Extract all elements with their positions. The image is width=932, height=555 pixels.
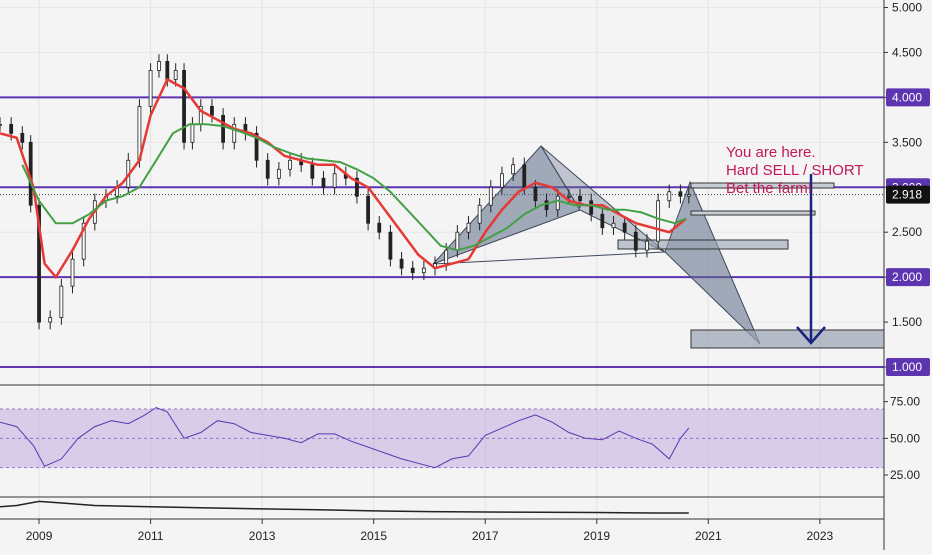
resistance-box [690,182,835,189]
x-tick-label-0: 2009 [26,529,53,543]
candle-body-52 [555,195,560,211]
candle-body-45 [477,204,482,224]
candle-body-51 [544,200,549,211]
candle-body-4 [37,204,41,323]
candle-body-56 [600,213,605,229]
candle-body-19 [190,123,195,143]
price-tick-label-8: 1.000 [892,360,922,374]
candle-body-61 [656,200,661,242]
candle-body-22 [221,114,225,143]
short-arrow-head [796,326,826,345]
candle-body-21 [210,105,214,116]
candle-body-27 [276,168,281,179]
candle-body-5 [48,317,53,323]
rsi-tick-label-1: 50.00 [890,431,920,445]
rsi-tick-label-2: 25.00 [890,468,920,482]
candle-body-47 [500,173,504,188]
candle-body-23 [232,123,237,143]
candle-body-50 [533,186,538,202]
candle-body-43 [455,231,460,251]
candle-body-16 [165,61,170,80]
x-tick-label-6: 2021 [695,529,722,543]
price-tick-label-5: 2.500 [892,225,922,239]
rsi-line [0,406,690,469]
candle-body-17 [173,70,178,80]
candle-body-34 [355,177,359,197]
candle-body-54 [578,195,582,202]
candle-body-18 [182,70,186,143]
x-tick-label-5: 2019 [583,529,610,543]
annotation-line-2: Hard SELL / SHORT [726,162,864,179]
series-line-2 [21,123,687,252]
candle-body-60 [645,240,649,251]
candle-body-25 [254,132,259,161]
pattern-base-line [432,251,666,265]
candle-body-6 [59,285,64,318]
candle-body-64 [686,194,691,197]
candle-body-58 [622,222,627,233]
candle-body-42 [444,249,449,265]
rsi-band [0,409,884,468]
series-line-1 [0,77,687,280]
candle-body-2 [20,132,25,143]
candle-body-8 [81,222,86,260]
candle-body-40 [421,267,426,274]
candle-body-44 [466,222,471,233]
candle-body-7 [70,258,75,287]
price-tick-label-7: 1.500 [892,315,922,329]
candle-body-63 [678,191,683,197]
candle-body-28 [288,159,292,170]
candle-body-48 [511,164,516,175]
lower-indicator-line [0,500,689,514]
candle-body-35 [366,195,371,224]
candle-body-1 [9,123,14,134]
candle-body-53 [566,195,571,198]
candle-body-37 [388,231,393,260]
target-zone-box [690,329,885,349]
candle-body-39 [410,267,415,274]
last-price-label: 2.918 [892,188,922,202]
x-tick-label-3: 2015 [360,529,387,543]
candle-body-46 [488,186,493,206]
price-tick-label-2: 4.000 [892,90,922,104]
candle-body-57 [611,222,616,229]
last-price-label-bg [886,185,930,204]
support-box-2 [617,239,789,250]
candle-body-14 [148,70,153,107]
annotation-line-3: Bet the farm! [726,180,812,197]
candle-body-59 [633,231,638,251]
candle-body-15 [157,61,161,71]
candle-body-49 [522,164,527,188]
candle-body-32 [332,173,337,188]
candle-body-31 [321,177,326,188]
candle-body-36 [377,222,382,233]
price-tick-label-3: 3.500 [892,135,922,149]
candle-body-26 [265,159,270,179]
harmonic-pattern-mid [540,145,666,253]
x-tick-label-7: 2023 [807,529,834,543]
price-tick-label-1: 4.500 [892,45,922,59]
price-tick-label-0: 5.000 [892,0,922,14]
price-tick-label-6: 2.000 [892,270,922,284]
x-tick-label-1: 2011 [138,529,164,543]
rsi-tick-label-0: 75.00 [890,395,920,409]
candle-body-62 [667,191,672,202]
candle-body-38 [399,258,404,269]
level-label-bg-8 [886,358,930,377]
x-tick-label-2: 2013 [249,529,276,543]
candle-body-0 [0,123,2,126]
annotation-line-1: You are here. [726,144,816,161]
x-tick-label-4: 2017 [472,529,499,543]
candle-body-30 [310,164,315,179]
candle-body-55 [589,200,594,215]
level-label-bg-2 [886,88,930,107]
harmonic-pattern-right [664,180,761,345]
support-box-1 [690,210,816,216]
level-label-bg-6 [886,268,930,287]
